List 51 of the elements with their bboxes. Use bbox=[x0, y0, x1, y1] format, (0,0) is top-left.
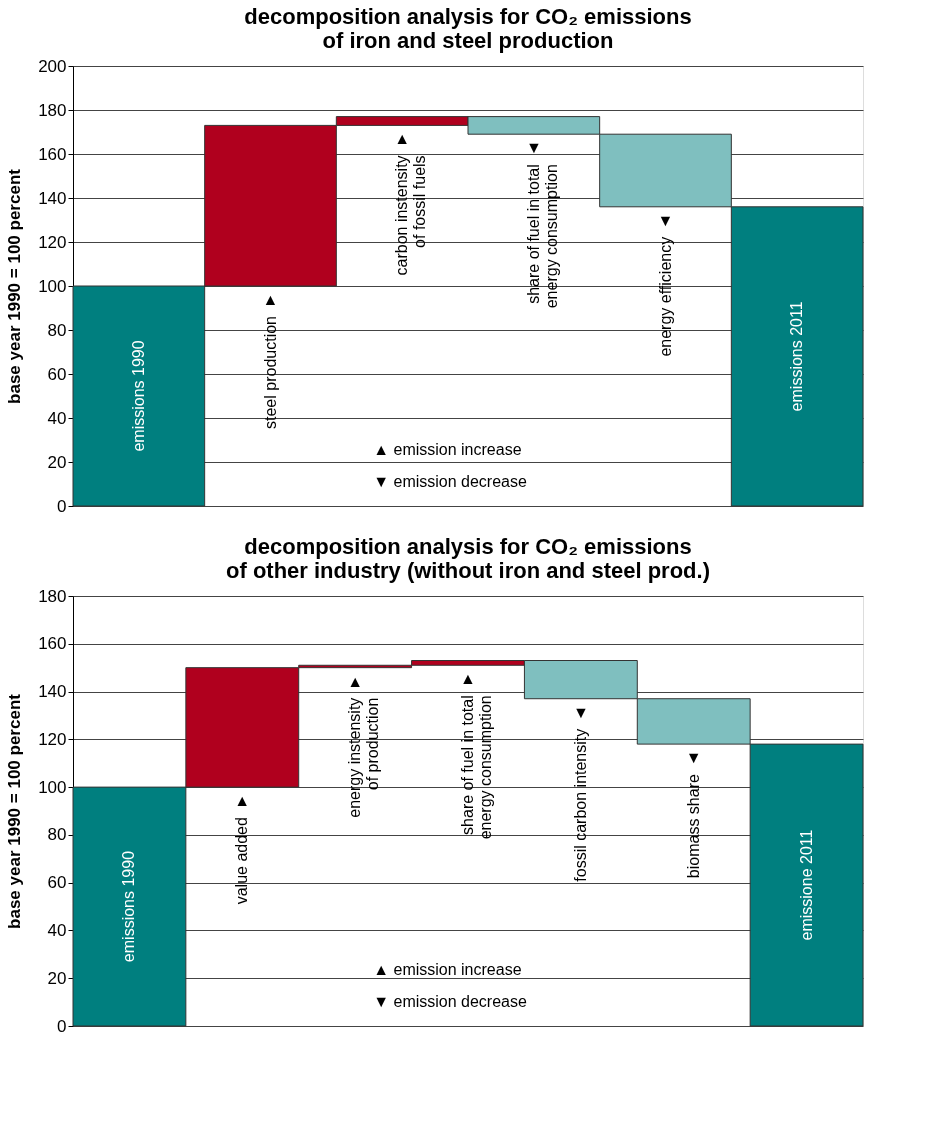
y-axis-title: base year 1990 = 100 percent bbox=[5, 168, 25, 404]
y-tick-label: 200 bbox=[38, 56, 67, 76]
y-tick-label: 40 bbox=[47, 408, 67, 428]
category-label: energy instensity of production bbox=[346, 697, 382, 818]
y-tick-label: 0 bbox=[57, 1016, 67, 1036]
data-label: ▲ bbox=[394, 130, 411, 148]
data-label: ▼ bbox=[525, 139, 542, 157]
annotation: ▲ emission increase bbox=[373, 441, 522, 458]
category-label: biomass share bbox=[684, 774, 702, 879]
y-tick-label: 100 bbox=[38, 276, 67, 296]
category-label: emissione 2011 bbox=[797, 829, 815, 941]
x-tick-label: carbon instensity of fossil fuels bbox=[393, 155, 429, 276]
data-label: ▲ bbox=[234, 792, 251, 810]
category-label: share of fuel in total energy consumption bbox=[459, 695, 494, 840]
y-tick-label: 180 bbox=[38, 100, 67, 120]
category-label: fossil carbon intensity bbox=[571, 728, 589, 882]
data-label: ▲ bbox=[347, 672, 364, 690]
x-tick-label: emissions 2011 bbox=[788, 301, 806, 412]
y-tick-label: 120 bbox=[38, 232, 67, 252]
data-label: ▲ bbox=[262, 291, 279, 308]
y-tick-label: 180 bbox=[38, 586, 67, 606]
y-tick-label: 80 bbox=[47, 320, 67, 340]
y-tick-label: 60 bbox=[47, 873, 67, 893]
x-tick-label: share of fuel in total energy consumption bbox=[524, 164, 560, 309]
y-tick-label: 60 bbox=[47, 364, 67, 384]
y-tick-label: 80 bbox=[47, 825, 67, 845]
data-label: ▼ bbox=[685, 749, 702, 767]
x-tick-label: emissions 1990 bbox=[129, 340, 147, 452]
category-label: value added bbox=[233, 817, 251, 905]
y-tick-label: 120 bbox=[38, 729, 67, 749]
data-label: ▲ bbox=[460, 670, 476, 688]
chart-title: decomposition analysis for CO₂ emissions of other industry (without iron and steel prod.) bbox=[226, 534, 710, 583]
category-label: emissions 1990 bbox=[120, 850, 138, 963]
y-tick-label: 140 bbox=[38, 682, 67, 702]
y-tick-label: 160 bbox=[38, 144, 67, 164]
x-tick-label: energy efficiency bbox=[656, 236, 674, 357]
y-tick-label: 0 bbox=[57, 496, 67, 516]
annotation: ▼ emission decrease bbox=[373, 993, 527, 1010]
y-axis-title: base year 1990 = 100 percent bbox=[5, 693, 25, 929]
x-tick-label: steel production bbox=[261, 316, 279, 429]
y-tick-label: 100 bbox=[38, 777, 67, 797]
annotation: ▲ emission increase bbox=[373, 961, 522, 978]
y-tick-label: 160 bbox=[38, 634, 67, 654]
y-tick-label: 140 bbox=[38, 188, 67, 208]
y-tick-label: 20 bbox=[47, 968, 67, 988]
data-label: ▼ bbox=[657, 211, 674, 229]
data-label: ▼ bbox=[572, 703, 589, 721]
annotation: ▼ emission decrease bbox=[373, 473, 527, 490]
y-tick-label: 20 bbox=[47, 452, 67, 472]
y-tick-label: 40 bbox=[47, 920, 67, 940]
chart-title: decomposition analysis for CO₂ emissions of iron and steel production bbox=[244, 4, 692, 53]
